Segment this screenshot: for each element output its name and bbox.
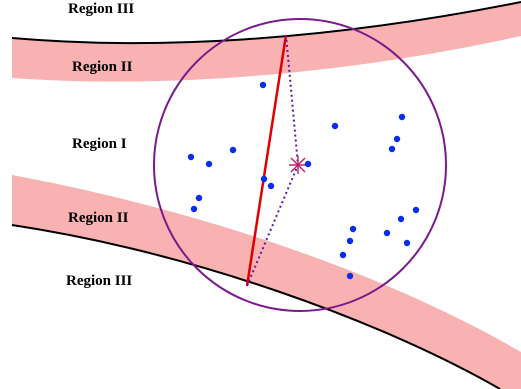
label-region-iii-top: Region III	[68, 1, 134, 17]
data-point	[205, 160, 213, 168]
label-region-iii-bottom: Region III	[66, 273, 132, 289]
region-iii-boundary-bottom	[11, 224, 501, 389]
region-iii-boundary-top	[11, 1, 521, 45]
data-point	[398, 113, 406, 121]
data-point	[267, 182, 275, 190]
data-point	[195, 194, 203, 202]
dotted-radius-top	[285, 34, 299, 166]
data-point	[190, 205, 198, 213]
region-ii-band-top	[12, 2, 521, 82]
data-point	[397, 215, 405, 223]
data-point	[388, 145, 396, 153]
enclosing-circle	[153, 18, 447, 312]
data-point	[259, 81, 267, 89]
data-point	[412, 206, 420, 214]
dotted-radius-bottom	[246, 164, 299, 287]
data-points	[187, 81, 420, 280]
label-region-ii-bottom: Region II	[68, 210, 129, 226]
data-point	[339, 251, 347, 259]
data-point	[346, 272, 354, 280]
data-point	[187, 153, 195, 161]
chord-line	[245, 34, 288, 287]
data-point	[349, 225, 357, 233]
data-point	[260, 175, 268, 183]
data-point	[229, 146, 237, 154]
label-region-i: Region I	[72, 136, 127, 152]
data-point	[331, 122, 339, 130]
data-point	[393, 135, 401, 143]
data-point	[383, 229, 391, 237]
label-region-ii-top: Region II	[72, 59, 133, 75]
data-point	[346, 237, 354, 245]
center-marker	[289, 156, 307, 174]
data-point	[304, 160, 312, 168]
data-point	[403, 239, 411, 247]
